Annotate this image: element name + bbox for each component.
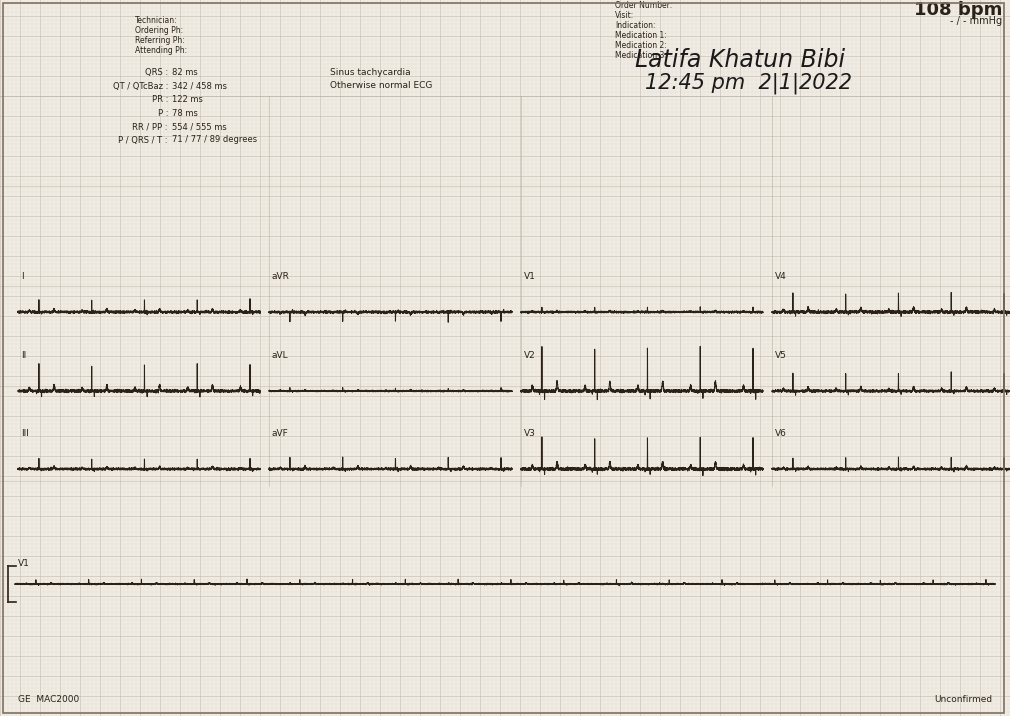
Text: QT / QTcBaz :: QT / QTcBaz : [113,82,168,90]
Text: - / - mmHg: - / - mmHg [949,16,1002,26]
Text: Medication 3:: Medication 3: [615,51,667,60]
Text: Ordering Ph:: Ordering Ph: [135,26,183,35]
Text: 342 / 458 ms: 342 / 458 ms [172,82,227,90]
Text: 82 ms: 82 ms [172,68,198,77]
Text: V2: V2 [524,351,535,360]
Text: Medication 2:: Medication 2: [615,41,667,50]
Text: 108 bpm: 108 bpm [914,1,1002,19]
Text: QRS :: QRS : [144,68,168,77]
Text: Unconfirmed: Unconfirmed [934,695,992,704]
Text: V1: V1 [18,559,30,568]
Text: Sinus tachycardia: Sinus tachycardia [330,68,411,77]
Text: III: III [21,429,29,438]
Text: Attending Ph:: Attending Ph: [135,46,187,55]
Text: Order Number:: Order Number: [615,1,673,10]
Text: Referring Ph:: Referring Ph: [135,36,185,45]
Text: II: II [21,351,26,360]
Text: 78 ms: 78 ms [172,109,198,117]
Text: Indication:: Indication: [615,21,655,30]
Text: V6: V6 [775,429,787,438]
Text: V3: V3 [524,429,536,438]
Text: Otherwise normal ECG: Otherwise normal ECG [330,82,432,90]
Text: 122 ms: 122 ms [172,95,203,104]
Text: V4: V4 [775,272,787,281]
Text: P :: P : [158,109,168,117]
Text: aVR: aVR [272,272,290,281]
Text: PR :: PR : [152,95,168,104]
Text: 12:45 pm  2|1|2022: 12:45 pm 2|1|2022 [645,73,852,95]
Text: 71 / 77 / 89 degrees: 71 / 77 / 89 degrees [172,135,258,145]
Text: Latifa Khatun Bibi: Latifa Khatun Bibi [635,48,845,72]
Text: V5: V5 [775,351,787,360]
Text: 554 / 555 ms: 554 / 555 ms [172,122,227,131]
Text: GE  MAC2000: GE MAC2000 [18,695,79,704]
Text: V1: V1 [524,272,536,281]
Text: Visit:: Visit: [615,11,634,20]
Text: I: I [21,272,23,281]
Text: aVF: aVF [272,429,289,438]
Text: Medication 1:: Medication 1: [615,31,667,40]
Text: RR / PP :: RR / PP : [132,122,168,131]
Text: Technician:: Technician: [135,16,178,25]
Text: P / QRS / T :: P / QRS / T : [118,135,168,145]
Text: aVL: aVL [272,351,289,360]
